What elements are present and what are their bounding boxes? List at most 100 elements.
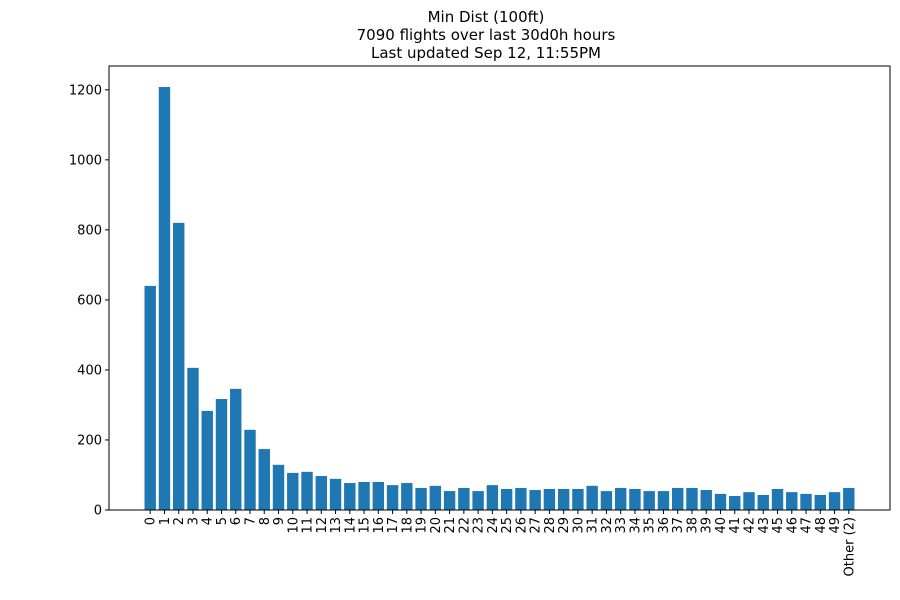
y-tick-label: 0 <box>94 504 102 519</box>
chart-title: Min Dist (100ft) <box>428 8 545 26</box>
x-tick-label: 45 <box>771 517 786 534</box>
bar <box>600 491 613 510</box>
bar <box>301 471 313 510</box>
x-tick-label: 4 <box>201 517 216 525</box>
y-tick-label: 800 <box>77 223 102 238</box>
x-tick-label: 25 <box>500 517 515 534</box>
x-tick-label: 8 <box>258 517 273 525</box>
x-tick-label: 14 <box>343 517 358 534</box>
x-tick-label: 20 <box>429 517 444 534</box>
x-tick-label: 23 <box>472 517 487 534</box>
bar <box>429 485 442 510</box>
y-tick-label: 200 <box>77 433 102 448</box>
x-tick-label: 40 <box>714 517 729 534</box>
x-tick-label: 30 <box>571 517 586 534</box>
bar <box>315 476 327 510</box>
bar <box>472 491 484 510</box>
bar <box>828 492 841 510</box>
x-tick-label: 2 <box>172 517 187 525</box>
bar <box>515 487 527 510</box>
bar <box>287 472 299 510</box>
x-tick-label: 48 <box>814 517 829 534</box>
bar <box>572 488 584 510</box>
bar <box>657 491 670 510</box>
x-tick-label: 38 <box>685 517 700 534</box>
plot-frame <box>108 65 891 511</box>
x-tick-label: 3 <box>186 517 201 525</box>
x-tick-label: 31 <box>586 517 601 534</box>
bar <box>729 495 741 510</box>
x-tick-label: 37 <box>671 517 686 534</box>
x-tick-label: 24 <box>486 517 501 534</box>
bar <box>415 487 427 510</box>
x-tick-label: 10 <box>286 517 301 534</box>
bar <box>557 488 570 510</box>
bar <box>843 487 855 510</box>
x-tick-label: 35 <box>643 517 658 534</box>
bar <box>757 494 769 510</box>
x-tick-label: 9 <box>272 517 287 525</box>
x-tick-label: 5 <box>215 517 230 525</box>
x-tick-label: 19 <box>415 517 430 534</box>
bar <box>443 491 456 510</box>
x-tick-label: 21 <box>443 517 458 534</box>
bar <box>586 485 598 510</box>
x-tick-label: 7 <box>244 517 259 525</box>
bar <box>258 449 270 510</box>
x-tick-label: 13 <box>329 517 344 534</box>
x-tick-label: Other (2) <box>842 517 857 576</box>
x-tick-label: 32 <box>600 517 615 534</box>
bar <box>786 492 798 510</box>
bar <box>500 488 513 510</box>
bar <box>800 493 812 510</box>
x-tick-label: 12 <box>315 517 330 534</box>
x-tick-label: 26 <box>514 517 529 534</box>
bar <box>714 493 727 510</box>
x-tick-label: 43 <box>757 517 772 534</box>
chart-subtitle: 7090 flights over last 30d0h hours <box>357 26 616 44</box>
y-tick-label: 400 <box>77 363 102 378</box>
y-tick-label: 1200 <box>69 83 102 98</box>
chart-annotation: Last updated Sep 12, 11:55PM <box>371 44 601 62</box>
x-tick-label: 46 <box>785 517 800 534</box>
bar <box>244 429 256 510</box>
bar <box>643 491 655 510</box>
bar <box>672 487 684 510</box>
bar <box>272 464 285 510</box>
bar <box>386 485 399 510</box>
bar <box>344 483 356 510</box>
bar <box>743 492 755 510</box>
x-tick-label: 49 <box>828 517 843 534</box>
bar <box>771 488 784 510</box>
y-tick-label: 1000 <box>69 153 102 168</box>
bar <box>187 367 199 510</box>
bar <box>686 487 698 510</box>
bar <box>401 483 413 510</box>
bar <box>230 388 242 510</box>
bar <box>529 490 541 510</box>
x-tick-label: 28 <box>543 517 558 534</box>
x-tick-label: 34 <box>628 517 643 534</box>
bar <box>458 487 470 510</box>
x-tick-label: 15 <box>358 517 373 534</box>
x-tick-label: 36 <box>657 517 672 534</box>
bar <box>215 399 228 510</box>
x-tick-label: 33 <box>614 517 629 534</box>
bar <box>700 490 712 510</box>
x-tick-label: 17 <box>386 517 401 534</box>
x-tick-label: 1 <box>158 517 173 525</box>
bar <box>173 222 185 510</box>
bar <box>543 488 556 510</box>
bar <box>144 285 156 510</box>
x-tick-label: 11 <box>301 517 316 534</box>
bar <box>486 485 499 510</box>
x-tick-label: 39 <box>700 517 715 534</box>
x-tick-label: 42 <box>742 517 757 534</box>
x-tick-label: 29 <box>557 517 572 534</box>
bar <box>372 481 385 510</box>
x-tick-label: 41 <box>728 517 743 534</box>
x-tick-label: 18 <box>400 517 415 534</box>
bar <box>358 481 370 510</box>
bar <box>158 87 171 510</box>
